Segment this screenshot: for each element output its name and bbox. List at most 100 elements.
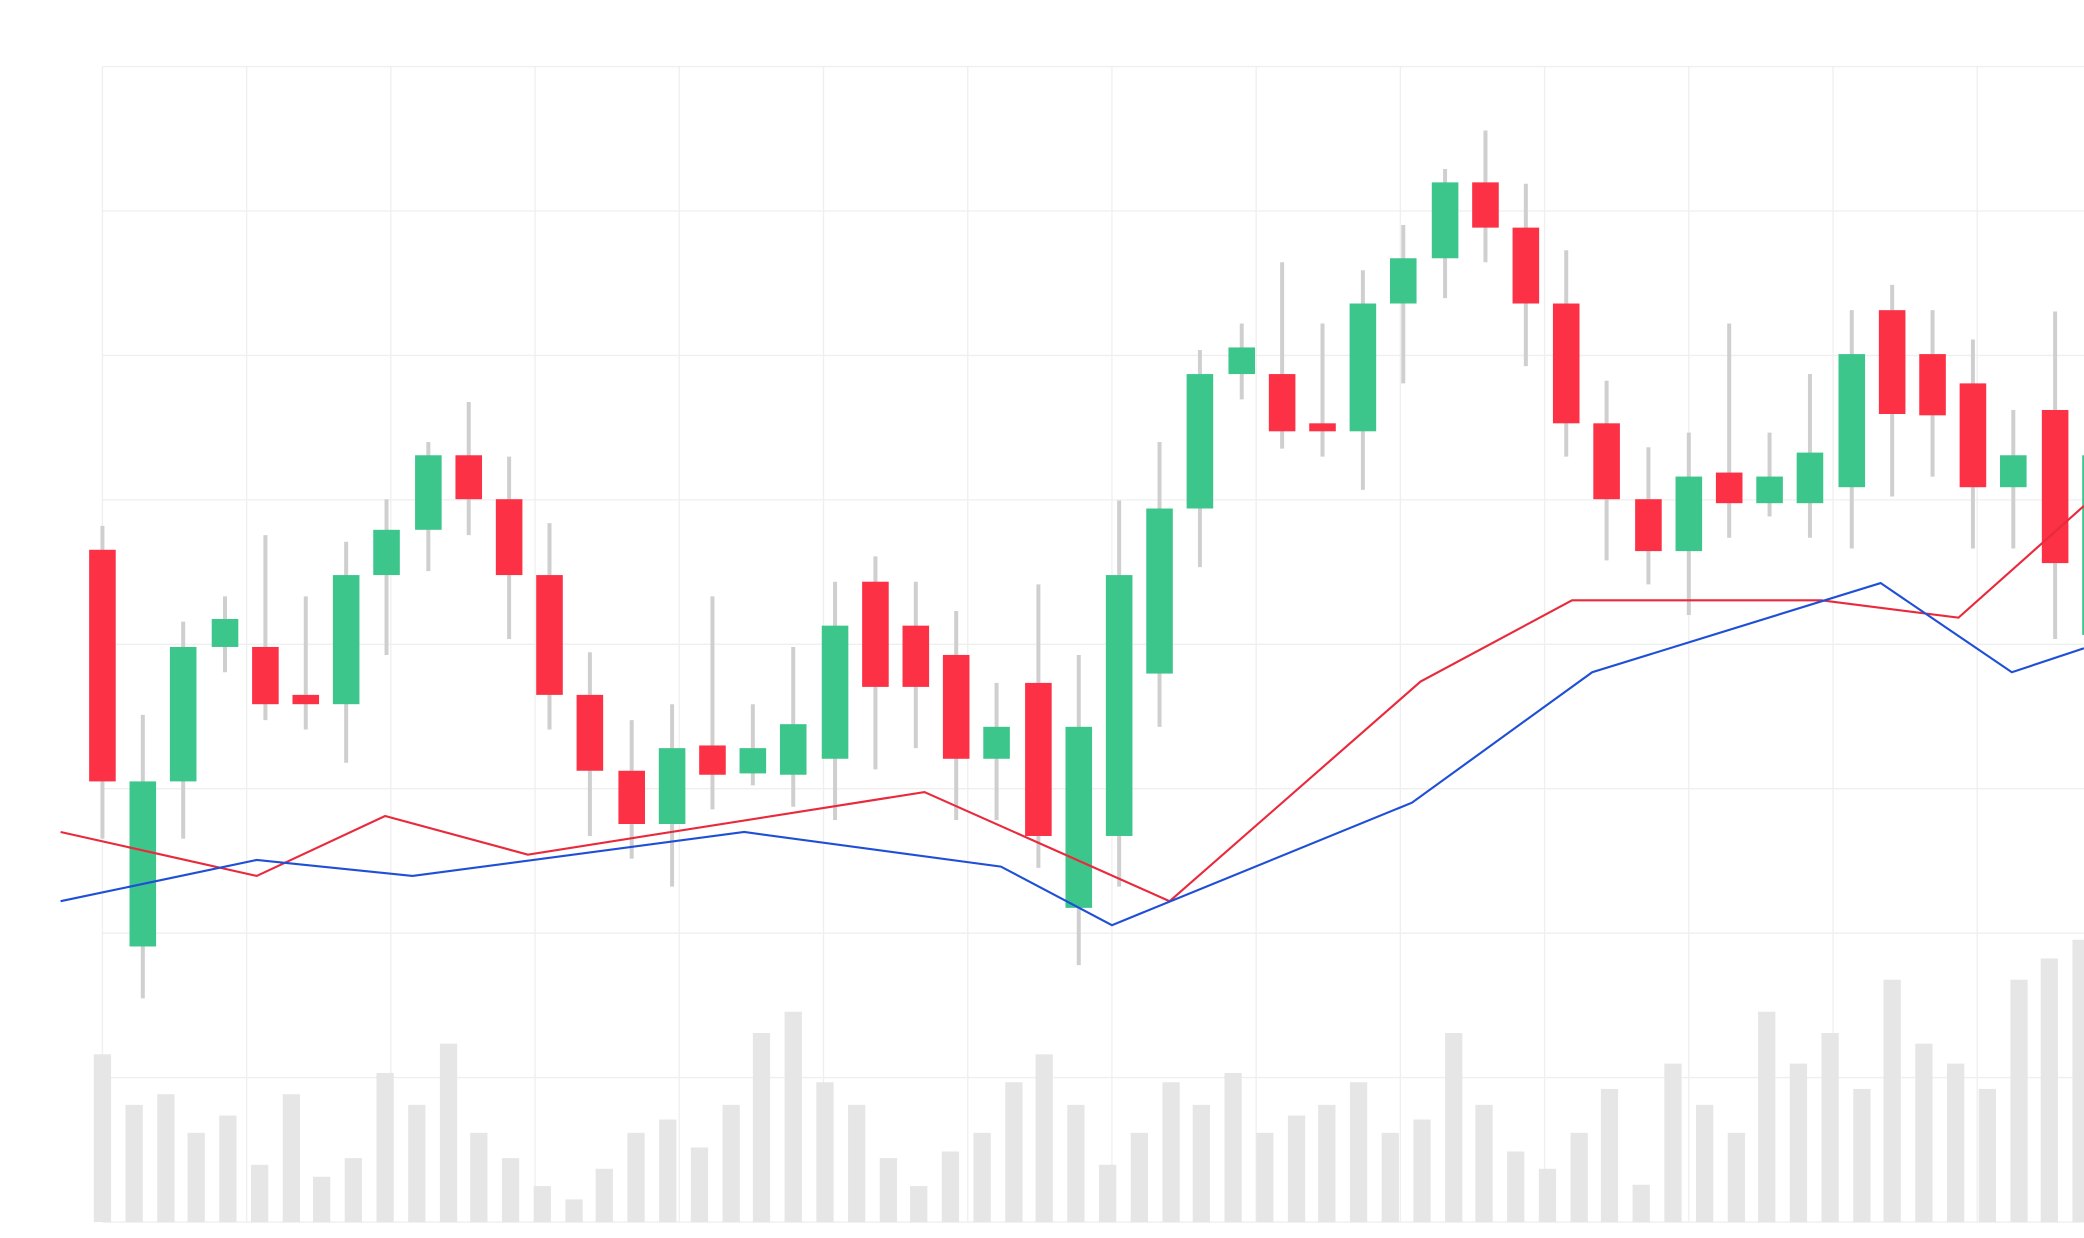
volume-bar [219, 1115, 237, 1223]
volume-bar [1507, 1151, 1525, 1223]
volume-bar [1162, 1082, 1180, 1223]
volume-bar [659, 1119, 677, 1223]
candle-body [1675, 476, 1703, 552]
candle-body [332, 575, 360, 705]
volume-bar [408, 1104, 426, 1223]
volume-bar [1883, 979, 1901, 1223]
volume-bar [2010, 979, 2028, 1223]
volume-bar [282, 1094, 300, 1223]
volume-bar [595, 1168, 613, 1223]
volume-bar [1727, 1132, 1746, 1223]
volume-bar [344, 1158, 363, 1223]
volume-bar [1475, 1104, 1493, 1223]
volume-bar [1445, 1032, 1463, 1223]
volume-bar [439, 1043, 458, 1223]
candle-body [169, 646, 197, 782]
candle-body [2041, 410, 2069, 564]
candle-body [1959, 383, 1987, 488]
volume-bar [1287, 1115, 1306, 1223]
candle-body [1878, 310, 1906, 414]
volume-bar [93, 1054, 112, 1223]
volume-bar [1318, 1104, 1336, 1223]
candle-body [1756, 476, 1783, 504]
volume-bar [187, 1132, 205, 1223]
candle-body [129, 781, 157, 947]
candle-body [821, 625, 849, 759]
volume-bar [1632, 1184, 1650, 1223]
volume-bar [1256, 1132, 1274, 1223]
line [60, 581, 2084, 927]
candle-body [1065, 726, 1093, 908]
volume-bar [1098, 1164, 1117, 1223]
volume-bar [501, 1158, 520, 1223]
candle-body [252, 646, 279, 705]
volume-bar [722, 1104, 740, 1223]
candle-body [942, 654, 970, 759]
volume-bar [941, 1151, 960, 1223]
candle-body [2082, 455, 2084, 635]
candle-body [1025, 682, 1052, 836]
candle-body [658, 748, 686, 825]
volume-bar [2040, 958, 2058, 1223]
volume-bar [470, 1132, 488, 1223]
volume-bar [973, 1132, 991, 1223]
candle-body [779, 724, 807, 775]
volume-bar [312, 1176, 331, 1223]
candle-body [699, 745, 726, 775]
candle-body [373, 529, 400, 576]
candle-body [1512, 227, 1540, 304]
candle-body [576, 694, 604, 771]
candle-body [211, 619, 239, 647]
volume-bar [1821, 1032, 1839, 1223]
volume-bar [816, 1082, 834, 1223]
volume-bar [690, 1147, 709, 1223]
candle-body [1635, 499, 1662, 552]
candle-body [1715, 472, 1743, 504]
volume-bar [1005, 1082, 1023, 1223]
volume-bar [1853, 1088, 1871, 1223]
candle-body [1431, 182, 1459, 259]
volume-bar [1915, 1043, 1933, 1223]
candle-body [292, 694, 320, 705]
volume-bar [565, 1199, 583, 1223]
candle-body [739, 748, 767, 774]
candle-body [1796, 452, 1824, 504]
candle-body [1838, 354, 1866, 488]
volume-bar [784, 1011, 802, 1223]
candle-body [495, 499, 523, 576]
candle-body [455, 455, 483, 500]
volume-bar [752, 1032, 771, 1223]
candle-body [2000, 455, 2027, 488]
candle-body [1593, 423, 1620, 500]
candle-body [536, 575, 563, 695]
volume-bar [627, 1132, 645, 1223]
candle-body [1309, 423, 1336, 432]
volume-bar [1600, 1088, 1619, 1223]
volume-bar [1349, 1082, 1368, 1223]
volume-bar [1758, 1011, 1776, 1223]
candle-body [415, 455, 442, 530]
volume-bar [1570, 1132, 1588, 1223]
volume-bar [1035, 1054, 1053, 1223]
volume-bar [1789, 1063, 1808, 1223]
volume-bar [1413, 1119, 1431, 1223]
candle-body [1919, 354, 1946, 416]
candle-body [1552, 303, 1580, 424]
volume-bar [125, 1104, 143, 1223]
volume-bar [1192, 1104, 1210, 1223]
volume-bar [1381, 1132, 1399, 1223]
volume-bar [879, 1158, 898, 1223]
candle-body [902, 625, 930, 687]
candle-body [1186, 374, 1214, 509]
candle-body [1389, 258, 1417, 304]
candle-body [862, 581, 889, 687]
volume-bar [1538, 1168, 1557, 1223]
volume-bar [376, 1072, 394, 1223]
volume-bar [1978, 1088, 1996, 1223]
volume-bar [250, 1164, 269, 1223]
volume-bar [2072, 939, 2084, 1223]
candle-body [1472, 182, 1499, 228]
volume-bar [910, 1186, 928, 1223]
candle-body [1228, 347, 1256, 375]
